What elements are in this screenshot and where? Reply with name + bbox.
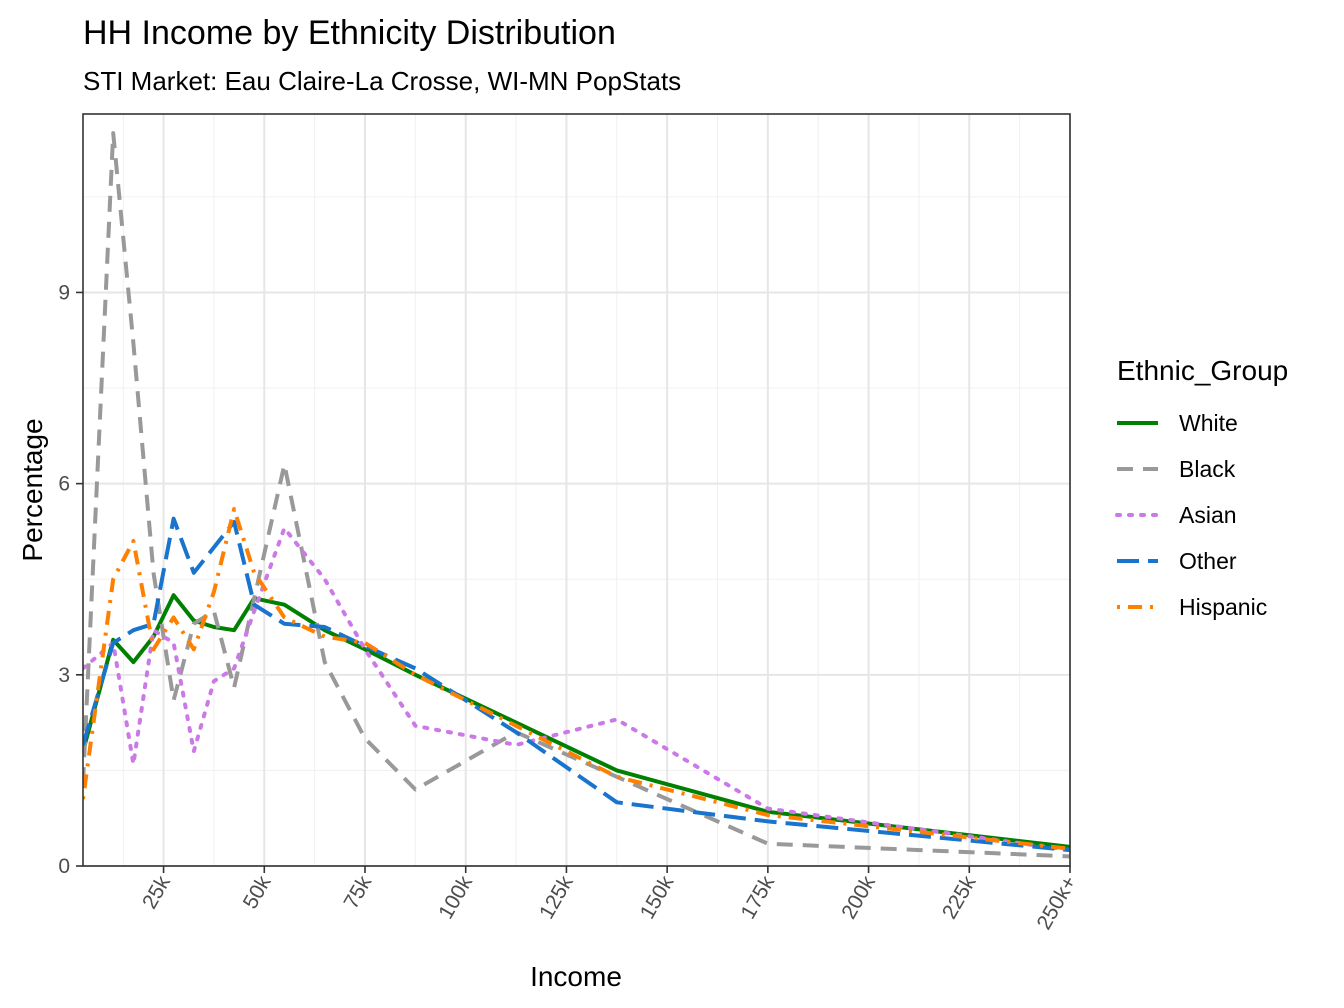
- y-axis-title: Percentage: [17, 418, 48, 561]
- legend-label-black: Black: [1179, 456, 1236, 482]
- x-tick-label-6: 175k: [737, 872, 780, 923]
- series-lines: [83, 131, 1070, 859]
- legend-label-asian: Asian: [1179, 502, 1237, 528]
- legend-label-hispanic: Hispanic: [1179, 594, 1267, 620]
- x-tick-label-1: 50k: [239, 872, 276, 913]
- chart-subtitle: STI Market: Eau Claire-La Crosse, WI-MN …: [83, 66, 681, 96]
- legend-label-white: White: [1179, 410, 1238, 436]
- x-tick-label-4: 125k: [535, 872, 578, 923]
- series-line-black: [83, 131, 1070, 859]
- y-tick-label-2: 6: [58, 473, 70, 496]
- y-tick-label-0: 0: [58, 855, 70, 878]
- y-axis: 0 3 6 9: [58, 281, 83, 878]
- minor-gridlines: [83, 114, 1070, 866]
- x-tick-label-5: 150k: [636, 872, 679, 923]
- legend-label-other: Other: [1179, 548, 1237, 574]
- x-tick-label-3: 100k: [434, 872, 477, 923]
- plot-border: [82, 113, 1071, 867]
- x-tick-label-7: 200k: [837, 872, 880, 923]
- x-axis: 25k 50k 75k 100k 125k 150k 175k 200k 225k 250k+: [138, 866, 1081, 934]
- x-tick-label-0: 25k: [138, 872, 175, 913]
- x-tick-label-9: 250k+: [1033, 872, 1082, 934]
- chart-title: HH Income by Ethnicity Distribution: [83, 14, 616, 52]
- x-tick-label-8: 225k: [938, 872, 981, 923]
- x-axis-title: Income: [530, 961, 622, 992]
- y-tick-label-3: 9: [58, 281, 70, 304]
- series-line-asian: [83, 526, 1070, 853]
- x-tick-label-2: 75k: [339, 872, 376, 913]
- plot-background: [83, 114, 1070, 866]
- legend-title: Ethnic_Group: [1117, 355, 1288, 386]
- y-tick-label-1: 3: [58, 664, 70, 687]
- series-line-hispanic: [83, 507, 1070, 851]
- legend: Ethnic_Group White Black Asian Other Hispani…: [1115, 355, 1288, 620]
- series-line-other: [83, 516, 1070, 853]
